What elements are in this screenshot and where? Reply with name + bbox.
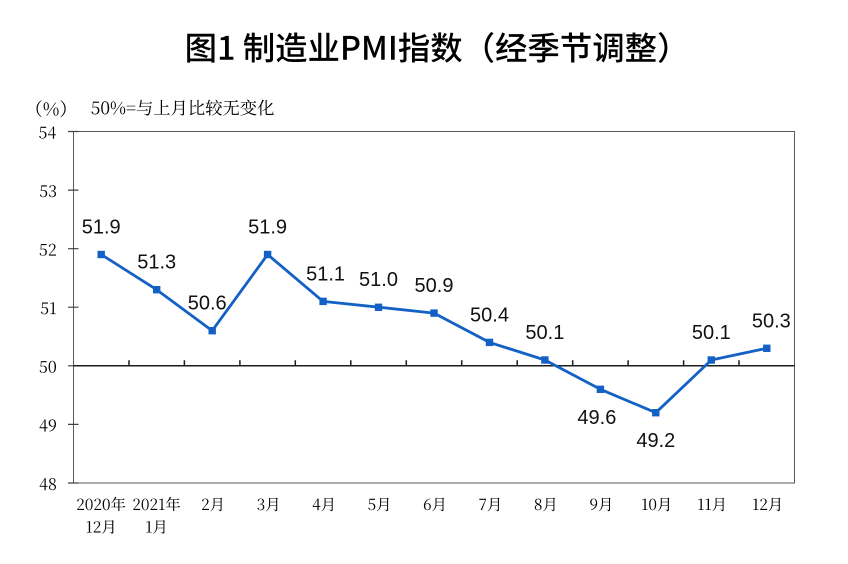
svg-text:50.1: 50.1 — [525, 322, 564, 344]
svg-text:49.6: 49.6 — [577, 407, 616, 429]
svg-text:49.2: 49.2 — [636, 430, 675, 452]
svg-text:50.9: 50.9 — [415, 275, 454, 297]
svg-text:51.9: 51.9 — [248, 217, 287, 239]
svg-text:51.0: 51.0 — [359, 269, 398, 291]
svg-text:50.4: 50.4 — [470, 304, 509, 326]
svg-text:50.1: 50.1 — [692, 322, 731, 344]
svg-text:51.9: 51.9 — [82, 217, 121, 239]
svg-text:51.3: 51.3 — [137, 252, 176, 274]
svg-text:50.3: 50.3 — [752, 310, 791, 332]
svg-text:51.1: 51.1 — [306, 263, 345, 285]
svg-text:50.6: 50.6 — [188, 293, 227, 315]
